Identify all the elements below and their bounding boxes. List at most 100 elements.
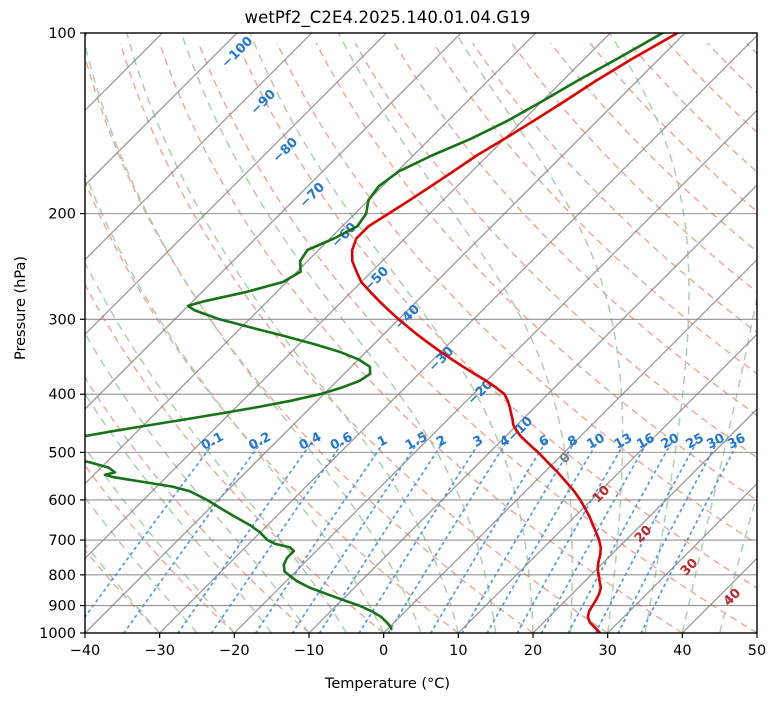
isotherm-label-cold: −60 [329,220,360,251]
dry-adiabat-line [85,179,459,633]
y-tick-label: 200 [48,207,76,223]
mixing-ratio-label: 13 [612,431,635,453]
mixing-ratio-label: 16 [634,431,657,453]
moist-adiabat-line [454,33,624,633]
moist-adiabat-line [609,33,690,633]
mixing-ratio-label: 0.2 [246,430,273,454]
mixing-ratio-label: 10 [584,431,607,453]
dry-adiabat-line [237,42,757,589]
y-tick-label: 700 [48,533,76,549]
dry-adiabat-line [158,42,683,633]
moist-adiabat-line [85,331,310,633]
dry-adiabat-line [85,54,534,633]
dewpoint-trace [85,33,664,631]
mixing-ratio-line [594,440,698,633]
x-tick-label: −30 [144,643,175,659]
isotherm-line [85,33,611,560]
isotherm-line [159,34,757,633]
mixing-ratio-label: 8 [565,433,580,450]
dry-adiabat-line [276,42,757,545]
dry-adiabat-line [85,376,310,633]
mixing-ratio-line [254,440,386,633]
isotherm-label-cold: −100 [219,34,256,71]
moist-adiabat-line [756,630,757,633]
isotherm-label-cold: −70 [297,180,328,211]
isotherm-label-warm: 20 [632,523,655,546]
x-tick-label: 30 [598,643,616,659]
dry-adiabat-line [119,42,609,633]
y-axis-label: Pressure (hPa) [13,256,29,361]
moist-adiabat-line [85,41,422,633]
mixing-ratio-line [516,440,626,633]
mixing-ratio-label: 20 [659,431,682,453]
moist-adiabat-line [85,392,273,633]
moist-adiabat-line [85,171,385,633]
isotherm-line [85,33,313,261]
mixing-ratio-line [85,440,216,619]
isotherm-label-cold: −10 [505,414,536,445]
mixing-ratio-label: 25 [684,431,707,453]
temperature-trace [350,33,679,633]
x-tick-label: 10 [449,643,467,659]
background-lines [85,33,757,633]
dry-adiabat-line [746,42,757,55]
isotherm-line [457,333,757,633]
isotherm-line [308,184,757,633]
y-tick-label: 800 [48,568,76,584]
mixing-ratio-line [567,440,673,633]
x-tick-label: 0 [379,643,388,659]
mixing-ratio-line [123,440,263,633]
mixing-ratio-line [210,440,345,633]
page-title: wetPf2_C2E4.2025.140.01.04.G19 [244,8,531,27]
y-tick-label: 900 [48,599,76,615]
mixing-ratio-label: 3 [471,433,486,450]
moist-adiabat-line [337,33,574,633]
dry-adiabat-line [432,42,757,375]
y-tick-label: 100 [48,26,76,42]
y-tick-label: 1000 [39,626,76,642]
dry-adiabat-line [706,42,757,94]
y-tick-label: 500 [48,445,76,461]
x-tick-label: −40 [70,643,101,659]
x-tick-label: 20 [524,643,542,659]
moist-adiabat-line [249,33,534,633]
isotherm-line [383,258,757,633]
x-tick-label: −10 [294,643,325,659]
mixing-ratio-label: 0.6 [328,430,355,454]
mixing-ratio-line [486,440,599,633]
mixing-ratio-line [387,440,508,633]
mixing-ratio-line [461,440,576,633]
x-tick-label: −20 [219,643,250,659]
plot-border [84,32,758,634]
mixing-ratio-line [177,440,313,633]
moist-adiabat-line [85,446,235,633]
moist-adiabat-line [718,492,757,633]
mixing-ratio-line [540,440,649,633]
isotherm-line [607,482,757,633]
isotherm-line [233,109,757,633]
isotherm-labels: −100−90−80−70−60−50−40−30−20−10010203040… [199,34,748,609]
dry-adiabat-line [85,464,235,633]
isotherm-label-cold: −80 [270,135,301,166]
isotherm-line [532,408,757,633]
mixing-ratio-label: 0.1 [199,430,226,454]
dry-adiabat-line [354,42,757,459]
dry-adiabat-line [393,42,757,417]
isotherm-line [756,632,757,633]
moist-adiabat-line [681,293,757,633]
mixing-ratio-line [358,440,481,633]
sounding-traces [85,33,679,633]
mixing-ratio-line [318,440,445,633]
isotherm-line [85,33,686,633]
y-tick-label: 300 [48,312,76,328]
dry-adiabat-line [85,282,385,633]
axis-frame: −40 −30 −20 −10 0 10 20 30 40 5010020030040050060… [39,26,766,659]
mixing-ratio-label: 30 [704,431,727,453]
isotherm-line [681,557,757,633]
mixing-ratio-line [429,440,547,633]
dry-adiabat-line [197,42,757,633]
mixing-ratio-label: 2 [434,433,449,450]
mixing-ratio-label: 6 [537,433,552,450]
